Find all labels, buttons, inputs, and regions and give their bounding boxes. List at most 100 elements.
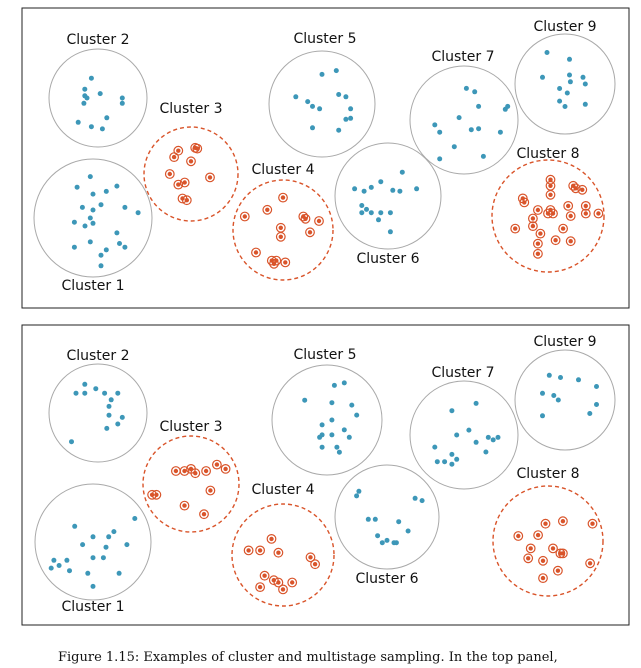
data-point bbox=[540, 74, 545, 80]
sampled-point bbox=[208, 488, 213, 493]
cluster-label: Cluster 1 bbox=[61, 599, 124, 615]
sampled-point-ring bbox=[558, 223, 568, 234]
sampled-point bbox=[587, 561, 593, 566]
cluster-circle bbox=[409, 65, 519, 175]
cluster-label: Cluster 6 bbox=[356, 251, 419, 267]
sampled-point-ring bbox=[181, 195, 192, 206]
data-point bbox=[502, 106, 508, 112]
data-point bbox=[454, 432, 460, 438]
sampled-point-ring bbox=[287, 577, 298, 588]
sampled-point-ring bbox=[519, 197, 530, 208]
data-point bbox=[387, 210, 393, 216]
data-point bbox=[334, 444, 340, 450]
data-point bbox=[88, 124, 94, 130]
data-point bbox=[100, 555, 106, 561]
sampled-point bbox=[280, 587, 286, 592]
data-point bbox=[99, 126, 105, 132]
data-point bbox=[343, 94, 349, 100]
data-point bbox=[594, 402, 599, 407]
cluster-label: Cluster 1 bbox=[61, 278, 124, 294]
sampled-point bbox=[548, 192, 553, 197]
data-point bbox=[397, 188, 403, 194]
data-point bbox=[317, 106, 323, 112]
data-point bbox=[87, 215, 93, 221]
sampled-point bbox=[540, 558, 546, 563]
sampled-point-ring bbox=[577, 184, 588, 195]
cluster-circle bbox=[514, 349, 616, 451]
data-point bbox=[442, 459, 448, 465]
data-point bbox=[451, 144, 457, 150]
sampled-point-ring bbox=[205, 172, 215, 183]
cluster-circle bbox=[34, 483, 152, 601]
sampled-point bbox=[530, 223, 536, 229]
cluster-label: Cluster 2 bbox=[66, 348, 129, 364]
sampled-point-ring bbox=[538, 555, 548, 566]
sampled-point-ring bbox=[540, 518, 551, 529]
data-point bbox=[310, 125, 315, 131]
sampled-point-ring bbox=[570, 183, 581, 194]
data-point bbox=[90, 191, 96, 197]
data-point bbox=[124, 542, 130, 548]
sampled-point-ring bbox=[275, 231, 286, 242]
sampled-point bbox=[167, 171, 172, 177]
data-point bbox=[102, 390, 108, 396]
data-point bbox=[437, 129, 443, 135]
sampled-point bbox=[276, 550, 281, 555]
data-point bbox=[378, 179, 384, 185]
sampled-point-ring bbox=[278, 192, 288, 203]
sampled-point bbox=[182, 180, 187, 185]
sampled-point bbox=[526, 556, 531, 561]
cluster-5: Cluster 4 bbox=[232, 162, 334, 281]
data-point bbox=[463, 85, 469, 91]
sampled-point-ring bbox=[535, 228, 546, 239]
data-point bbox=[564, 90, 570, 96]
data-point bbox=[329, 432, 335, 438]
data-point bbox=[333, 68, 339, 74]
data-point bbox=[558, 375, 563, 380]
sampled-point bbox=[171, 154, 177, 160]
cluster-label: Cluster 2 bbox=[66, 32, 129, 48]
cluster-label: Cluster 5 bbox=[293, 347, 356, 363]
data-point bbox=[329, 400, 335, 406]
sampled-point bbox=[583, 211, 588, 216]
sampled-point bbox=[278, 225, 283, 230]
data-point bbox=[80, 542, 86, 548]
sampled-point bbox=[535, 241, 541, 246]
sampled-point-ring bbox=[543, 208, 553, 219]
data-point bbox=[73, 390, 79, 396]
data-point bbox=[75, 119, 81, 125]
sampled-point bbox=[596, 211, 601, 216]
sampled-point-ring bbox=[251, 247, 261, 258]
cluster-9: Cluster 8 bbox=[491, 146, 605, 273]
sampled-point-ring bbox=[190, 468, 201, 479]
sampled-point-ring bbox=[545, 189, 556, 200]
sampled-point-ring bbox=[201, 466, 212, 476]
sampled-point bbox=[173, 468, 179, 474]
sampled-point-ring bbox=[220, 464, 231, 474]
data-point bbox=[119, 95, 125, 101]
data-point bbox=[88, 75, 94, 81]
cluster-circle bbox=[48, 363, 148, 463]
cluster-3: Cluster 3 bbox=[143, 101, 239, 222]
sampled-point-ring bbox=[259, 570, 270, 581]
sampled-point bbox=[312, 562, 318, 567]
data-point bbox=[104, 425, 110, 431]
sampled-cluster-circle bbox=[492, 485, 604, 597]
data-point bbox=[90, 220, 96, 226]
cluster-8: Cluster 9 bbox=[514, 334, 616, 451]
data-point bbox=[106, 534, 112, 540]
data-point bbox=[546, 372, 552, 378]
sampled-point-ring bbox=[548, 543, 558, 554]
data-point bbox=[48, 565, 54, 571]
sampled-point-ring bbox=[192, 143, 203, 154]
data-point bbox=[361, 188, 367, 194]
data-point bbox=[540, 413, 545, 419]
sampled-point-ring bbox=[255, 582, 266, 592]
data-point bbox=[365, 516, 371, 522]
data-point bbox=[114, 183, 120, 189]
data-point bbox=[56, 563, 62, 568]
data-point bbox=[372, 516, 378, 522]
data-point bbox=[551, 393, 557, 398]
data-point bbox=[405, 528, 411, 534]
